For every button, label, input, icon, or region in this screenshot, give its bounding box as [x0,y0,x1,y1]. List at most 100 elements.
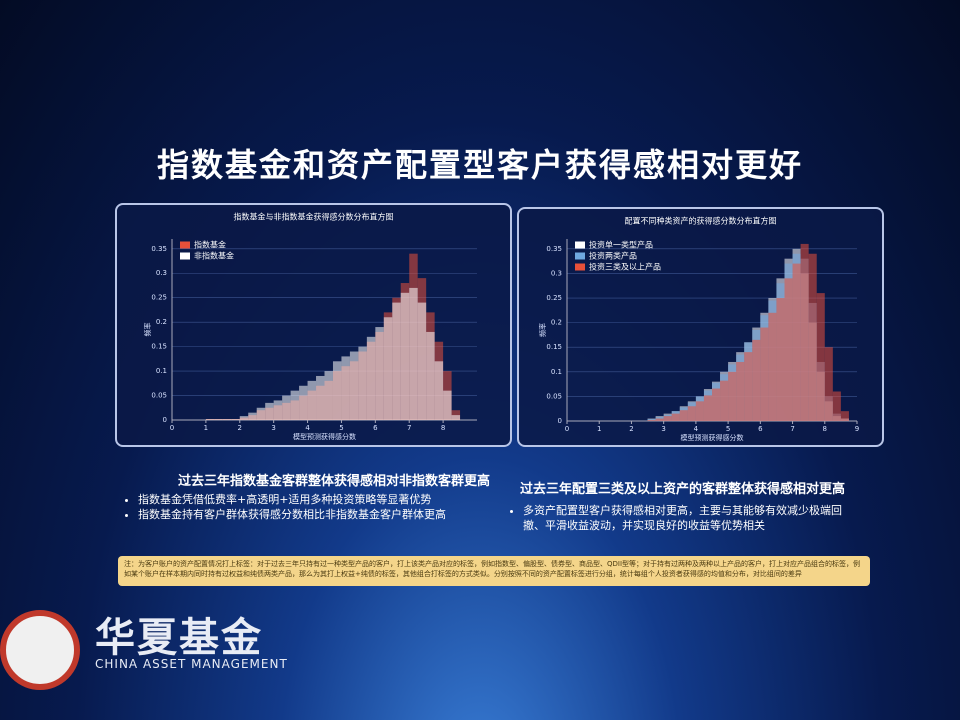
x-tick-label: 6 [758,425,763,433]
chart-right: 配置不同种类资产的获得感分数分布直方图 0 0.05 0.1 0.15 0.2 0.25 0.… [517,207,884,447]
y-tick-label: 0.25 [151,294,167,302]
hist-bar [239,416,249,420]
hist-bar [316,375,325,420]
y-axis-label: 频率 [143,323,152,337]
hist-bar [248,412,257,420]
hist-bar [752,339,761,421]
hist-bar [324,371,333,420]
hist-bar [307,380,317,420]
bullet: 指数基金凭借低费率+高透明+适用多种投资策略等显著优势 [138,492,498,507]
x-tick-label: 5 [339,424,343,432]
hist-bar [358,346,367,420]
x-tick-label: 8 [441,424,445,432]
x-tick-label: 6 [373,424,378,432]
hist-bar [712,388,721,421]
hist-bar [231,419,240,420]
y-tick-label: 0.15 [546,343,562,351]
legend-label: 指数基金 [194,240,226,250]
hist-bar [256,407,266,420]
x-tick-label: 1 [204,424,208,432]
hist-bar [341,356,350,420]
x-tick-label: 9 [855,425,859,433]
legend-label: 投资两类产品 [589,251,637,261]
hist-bar [736,361,745,421]
hist-bar [214,419,223,420]
x-tick-label: 4 [694,425,699,433]
hist-bar [776,298,785,421]
hist-bar [205,419,215,420]
hist-bar [728,371,737,421]
x-tick-label: 8 [823,425,827,433]
y-tick-label: 0.3 [156,269,167,277]
hist-bar [392,302,401,420]
y-tick-label: 0.3 [551,269,562,277]
legend-label: 投资三类及以上产品 [589,262,661,272]
x-tick-label: 3 [271,424,275,432]
legend-label: 非指数基金 [194,251,234,261]
x-axis-label: 模型预测获得感分数 [681,433,744,442]
hist-bar [703,395,712,421]
y-tick-label: 0 [558,417,562,425]
hist-bar [332,361,342,420]
hist-bar [768,312,777,421]
hist-bar [824,347,833,421]
chart-title: 配置不同种类资产的获得感分数分布直方图 [625,216,777,226]
x-tick-label: 1 [597,425,601,433]
legend-swatch [575,252,585,260]
hist-bar [647,419,656,421]
hist-bar [808,253,817,421]
x-tick-label: 2 [238,424,242,432]
hist-bar [426,331,435,420]
hist-bar [451,415,461,420]
y-tick-label: 0 [163,416,167,424]
chart-left: 指数基金与非指数基金获得感分数分布直方图 0 0.05 0.1 0.15 0.2 0.25 0… [115,203,512,447]
hist-bar [451,410,461,420]
hist-bar [434,361,444,420]
legend-swatch [180,241,190,249]
hist-bar [265,402,274,420]
y-tick-label: 0.25 [546,294,562,302]
hist-bar [679,410,688,421]
hist-bar [349,351,359,420]
x-tick-label: 0 [170,424,174,432]
bullet: 多资产配置型客户获得感相对更高，主要与其能够有效减少极端回撤、平滑收益波动，并实… [523,503,863,533]
x-tick-label: 5 [726,425,730,433]
logo-icon [0,610,80,690]
slide-title: 指数基金和资产配置型客户获得感相对更好 [156,146,803,184]
note: 注：为客户账户的资产配置情况打上标签：对于过去三年只持有过一种类型产品的客户，打… [118,556,870,586]
y-tick-label: 0.1 [156,367,167,375]
hist-bar [744,352,753,421]
legend-swatch [575,263,585,271]
hist-bar [647,420,656,421]
y-tick-label: 0.35 [151,245,167,253]
bullet: 指数基金持有客户群体获得感分数相比非指数基金客户群体更高 [138,507,498,522]
chart-title: 指数基金与非指数基金获得感分数分布直方图 [234,212,394,222]
hist-bar [784,278,793,421]
hist-bar [663,416,672,421]
left-heading: 过去三年指数基金客群整体获得感相对非指数客群更高 [178,474,491,489]
y-tick-label: 0.05 [151,392,167,400]
hist-bar [375,327,384,420]
hist-bar [282,395,291,420]
hist-bar [816,293,825,421]
hist-bar [671,413,680,421]
hist-bar [273,400,283,420]
x-axis-label: 模型预测获得感分数 [293,432,356,441]
y-tick-label: 0.15 [151,343,167,351]
hist-bar [222,419,232,420]
hist-bar [655,418,664,421]
hist-bar [695,401,704,421]
hist-bar [299,385,308,420]
hist-bar [832,391,841,421]
x-tick-label: 2 [629,425,633,433]
y-tick-label: 0.2 [156,318,167,326]
right-bullets: 多资产配置型客户获得感相对更高，主要与其能够有效减少极端回撤、平滑收益波动，并实… [505,503,863,533]
hist-bar [409,287,418,420]
left-bullets: 指数基金凭借低费率+高透明+适用多种投资策略等显著优势 指数基金持有客户群体获得… [120,492,498,522]
hist-bar [417,302,427,420]
logo-en: CHINA ASSET MANAGEMENT [95,657,288,671]
hist-bar [720,380,729,421]
y-axis-label: 频率 [538,323,547,337]
hist-bar [383,317,393,420]
